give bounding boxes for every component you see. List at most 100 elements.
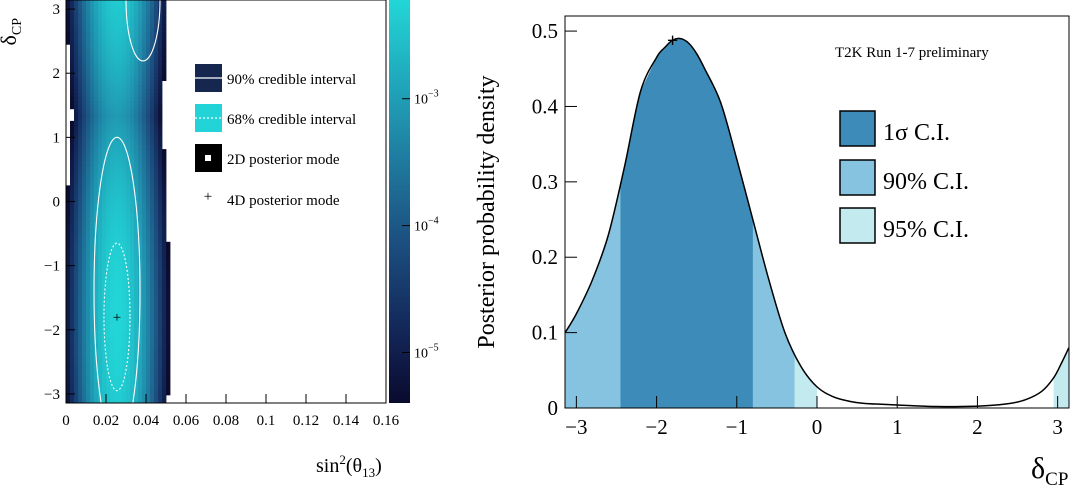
heatmap-cell: [74, 197, 79, 202]
heatmap-cell: [90, 374, 95, 380]
heatmap-cell: [150, 257, 155, 263]
heatmap-cell: [98, 318, 103, 323]
heatmap-cell: [114, 350, 119, 356]
heatmap-cell: [106, 8, 111, 13]
heatmap-cell: [134, 362, 139, 368]
heatmap-cell: [86, 48, 91, 53]
heatmap-cell: [102, 398, 107, 403]
heatmap-cell: [86, 298, 91, 303]
heatmap-cell: [122, 245, 127, 251]
heatmap-cell: [122, 60, 127, 65]
heatmap-cell: [66, 233, 71, 239]
heatmap-cell: [66, 201, 71, 206]
heatmap-cell: [154, 72, 159, 77]
heatmap-cell: [166, 390, 171, 396]
heatmap-cell: [166, 306, 171, 311]
heatmap-cell: [158, 350, 163, 356]
heatmap-cell: [110, 326, 115, 331]
heatmap-cell: [134, 12, 139, 17]
heatmap-cell: [98, 116, 103, 122]
heatmap-cell: [66, 298, 71, 303]
heatmap-cell: [130, 177, 135, 182]
heatmap-cell: [86, 60, 91, 65]
heatmap-cell: [66, 209, 71, 214]
heatmap-cell: [118, 132, 123, 138]
heatmap-cell: [98, 330, 103, 335]
heatmap-cell: [78, 44, 83, 49]
legend-label-90ci: 90% C.I.: [883, 169, 969, 195]
heatmap-cell: [122, 217, 127, 223]
heatmap-cell: [150, 302, 155, 307]
heatmap-cell: [82, 193, 87, 198]
heatmap-cell: [146, 64, 151, 69]
heatmap-cell: [94, 249, 99, 255]
heatmap-cell: [166, 322, 171, 327]
heatmap-cell: [162, 241, 167, 247]
heatmap-cell: [102, 350, 107, 356]
heatmap-cell: [162, 8, 167, 13]
heatmap-cell: [98, 286, 103, 291]
heatmap-cell: [78, 346, 83, 352]
heatmap-cell: [162, 60, 167, 65]
heatmap-cell: [78, 282, 83, 287]
heatmap-cell: [154, 68, 159, 73]
heatmap-cell: [70, 298, 75, 303]
heatmap-cell: [102, 76, 107, 81]
heatmap-cell: [122, 362, 127, 368]
heatmap-cell: [158, 137, 163, 142]
heatmap-cell: [150, 201, 155, 206]
heatmap-cell: [134, 96, 139, 102]
heatmap-cell: [114, 149, 119, 154]
heatmap-cell: [106, 36, 111, 41]
heatmap-cell: [86, 20, 91, 25]
heatmap-cell: [86, 326, 91, 331]
heatmap-cell: [118, 24, 123, 29]
heatmap-cell: [106, 350, 111, 356]
right-y-label: Posterior probability density: [474, 75, 500, 348]
heatmap-cell: [114, 221, 119, 227]
heatmap-cell: [166, 249, 171, 255]
heatmap-cell: [130, 185, 135, 190]
heatmap-cell: [74, 40, 79, 45]
heatmap-cell: [94, 104, 99, 110]
heatmap-cell: [94, 120, 99, 126]
heatmap-cell: [134, 257, 139, 263]
heatmap-cell: [130, 201, 135, 206]
heatmap-cell: [126, 278, 131, 283]
heatmap-cell: [150, 294, 155, 299]
heatmap-cell: [66, 16, 71, 21]
heatmap-cell: [82, 334, 87, 339]
right-x-tick-label: −2: [645, 415, 667, 439]
heatmap-cell: [130, 229, 135, 235]
heatmap-cell: [74, 108, 79, 114]
heatmap-cell: [90, 88, 95, 94]
heatmap-cell: [70, 378, 75, 384]
left-x-tick-label: 0: [62, 413, 70, 429]
heatmap-cell: [122, 382, 127, 388]
heatmap-cell: [114, 245, 119, 251]
heatmap-cell: [118, 157, 123, 162]
heatmap-cell: [166, 286, 171, 291]
heatmap-cell: [122, 318, 127, 323]
right-x-label: δCP: [1031, 452, 1068, 490]
heatmap-cell: [134, 108, 139, 114]
heatmap-cell: [106, 169, 111, 174]
heatmap-cell: [110, 12, 115, 17]
heatmap-cell: [106, 213, 111, 219]
heatmap-cell: [158, 241, 163, 247]
heatmap-cell: [118, 16, 123, 21]
heatmap-cell: [138, 217, 143, 223]
heatmap-cell: [106, 270, 111, 275]
heatmap-cell: [122, 261, 127, 267]
heatmap-cell: [86, 282, 91, 287]
posterior-mode-marker: +: [667, 30, 678, 52]
contour-90: [93, 136, 141, 403]
heatmap-cell: [154, 92, 159, 98]
heatmap-cell: [158, 306, 163, 311]
heatmap-cell: [90, 28, 95, 33]
heatmap-cell: [98, 382, 103, 388]
heatmap-cell: [74, 282, 79, 287]
heatmap-cell: [126, 394, 131, 400]
heatmap-cell: [110, 72, 115, 77]
heatmap-cell: [130, 362, 135, 368]
